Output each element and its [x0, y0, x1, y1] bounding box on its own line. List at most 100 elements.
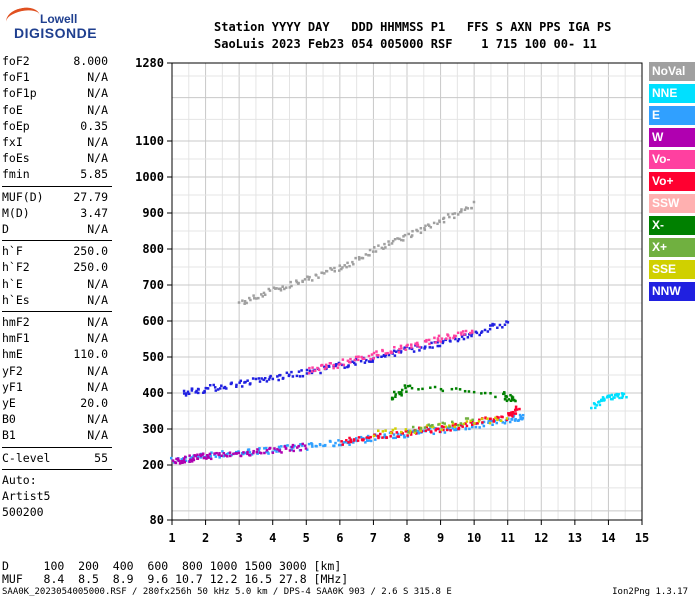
echo-point	[496, 326, 499, 330]
echo-point	[411, 229, 414, 233]
echo-point	[436, 337, 440, 340]
echo-point	[199, 453, 202, 456]
echo-point	[301, 442, 305, 446]
echo-point	[439, 340, 442, 343]
echo-point	[284, 286, 288, 289]
echo-point	[169, 456, 173, 460]
logo-digisonde: DIGISONDE	[14, 25, 98, 41]
echo-point	[503, 421, 507, 425]
echo-point	[438, 430, 442, 434]
param-value: 8.000	[73, 54, 108, 68]
echo-point	[193, 454, 196, 457]
echo-point	[437, 334, 441, 338]
echo-point	[357, 436, 361, 439]
echo-point	[301, 444, 304, 447]
echo-point	[267, 452, 270, 455]
echo-point	[620, 392, 624, 395]
echo-point	[351, 360, 354, 364]
echo-point	[456, 339, 460, 343]
param-label: fmin	[2, 167, 30, 182]
param-row: B1 N/A	[2, 428, 110, 444]
echo-point	[461, 330, 465, 333]
echo-point	[375, 350, 378, 353]
echo-point	[494, 395, 497, 399]
echo-point	[268, 446, 272, 450]
echo-point	[406, 384, 410, 388]
param-value: 5.85	[80, 167, 108, 182]
echo-point	[450, 420, 454, 424]
echo-point	[503, 397, 507, 401]
echo-point	[240, 385, 244, 388]
echo-point	[417, 388, 420, 391]
x-tick-label: 10	[467, 531, 481, 545]
echo-point	[214, 389, 218, 392]
param-label: C-level	[2, 450, 51, 465]
echo-point	[305, 368, 309, 372]
echo-point	[453, 212, 457, 215]
echo-point	[196, 453, 199, 457]
echo-point	[340, 267, 343, 271]
echo-point	[443, 422, 446, 425]
echo-point	[297, 444, 300, 448]
echo-point	[269, 374, 272, 378]
echo-point	[310, 371, 314, 375]
echo-point	[482, 424, 486, 428]
echo-point	[510, 397, 514, 400]
param-value: N/A	[87, 331, 108, 346]
echo-point	[404, 348, 407, 351]
echo-point	[492, 420, 496, 423]
echo-point	[400, 394, 403, 397]
echo-point	[377, 436, 380, 440]
echo-point	[469, 419, 472, 423]
echo-point	[425, 338, 428, 342]
param-label: foE	[2, 102, 23, 117]
echo-point	[405, 344, 408, 348]
echo-point	[263, 293, 267, 297]
echo-point	[416, 341, 419, 345]
param-row: fxI N/A	[2, 135, 110, 151]
echo-point	[369, 435, 372, 439]
echo-point	[617, 393, 620, 396]
echo-point	[293, 444, 296, 448]
echo-point	[380, 246, 384, 250]
echo-point	[206, 387, 210, 390]
echo-point	[204, 386, 208, 390]
echo-point	[316, 366, 319, 370]
echo-point	[620, 396, 624, 400]
echo-point	[367, 354, 371, 358]
header-line-2: SaoLuis 2023 Feb23 054 005000 RSF 1 715 …	[214, 37, 597, 51]
echo-point	[507, 417, 510, 420]
echo-point	[310, 443, 314, 446]
echo-point	[439, 387, 443, 391]
param-row: foF1 N/A	[2, 70, 110, 86]
echo-point	[446, 213, 450, 216]
echo-point	[427, 423, 431, 426]
param-row: foEs N/A	[2, 151, 110, 167]
echo-point	[489, 392, 492, 395]
echo-point	[403, 436, 406, 439]
echo-point	[383, 433, 386, 436]
echo-point	[370, 353, 374, 356]
echo-point	[431, 424, 434, 427]
echo-point	[277, 287, 281, 291]
x-tick-label: 1	[168, 531, 175, 545]
echo-point	[423, 227, 426, 230]
echo-point	[402, 239, 405, 242]
echo-point	[210, 451, 213, 454]
echo-point	[384, 355, 387, 358]
echo-point	[510, 413, 514, 416]
echo-point	[449, 429, 452, 432]
param-label: foF1p	[2, 86, 37, 101]
echo-point	[487, 419, 491, 423]
echo-point	[182, 457, 186, 460]
param-row: Artist5	[2, 489, 110, 505]
echo-point	[514, 399, 517, 403]
echo-point	[605, 396, 609, 399]
param-row: foE N/A	[2, 103, 110, 119]
param-value: 3.47	[80, 205, 108, 220]
echo-point	[454, 427, 457, 430]
echo-point	[396, 432, 400, 436]
echo-point	[487, 421, 490, 424]
echo-point	[275, 287, 278, 290]
echo-point	[410, 346, 413, 349]
